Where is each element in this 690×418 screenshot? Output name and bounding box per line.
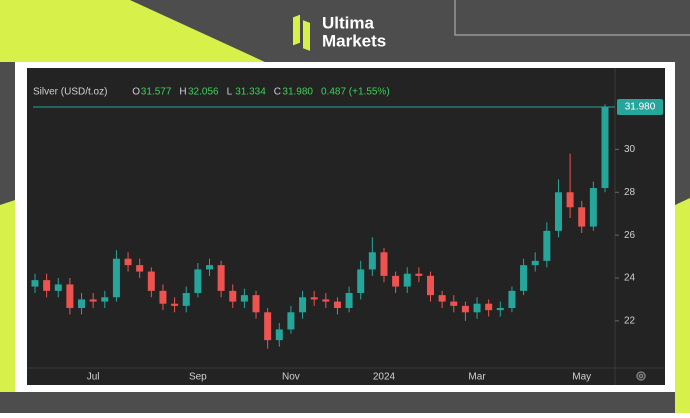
candle-body: [403, 273, 411, 287]
logo-text: Markets: [322, 31, 386, 50]
candle-body: [322, 299, 330, 302]
candle-body: [136, 265, 144, 272]
candle-body: [299, 297, 307, 313]
accent-shape: [0, 200, 15, 392]
candle-body: [287, 312, 295, 330]
logo: Ultima Markets: [293, 13, 386, 51]
x-tick-label: Mar: [468, 372, 486, 383]
candle-body: [217, 265, 225, 291]
candle-body: [66, 284, 74, 308]
candle-body: [43, 280, 51, 291]
chart-header: Silver (USD/t.oz) O 31.577 H 32.056 L 31.334 C 3…: [33, 87, 390, 98]
candle-body: [520, 265, 528, 291]
candle-body: [578, 207, 586, 227]
candle-body: [392, 275, 400, 287]
candle-body: [566, 192, 574, 208]
candle-body: [112, 258, 120, 298]
candle-body: [89, 299, 97, 302]
candle-body: [427, 275, 435, 296]
accent-line: [454, 0, 690, 36]
candle-body: [264, 312, 272, 341]
settings-icon-hub[interactable]: [638, 373, 644, 379]
ohlc-value: 31.577: [141, 87, 172, 98]
ohlc-value: 31.980: [282, 87, 313, 98]
candle-body: [531, 260, 539, 266]
accent-shape: [675, 198, 690, 413]
candle-body: [450, 301, 458, 306]
y-tick-label: 28: [624, 187, 636, 198]
candle-body: [275, 329, 283, 341]
y-tick-label: 22: [624, 315, 636, 326]
candle-body: [31, 280, 39, 287]
y-tick-label: 24: [624, 273, 636, 284]
x-tick-label: May: [572, 372, 591, 383]
candle-body: [508, 290, 516, 308]
ohlc-key: C: [274, 87, 281, 98]
candle-body: [415, 273, 423, 276]
settings-icon-ring[interactable]: [636, 371, 646, 381]
candle-body: [357, 269, 365, 293]
candle-body: [205, 265, 213, 270]
logo-text: Ultima: [322, 13, 375, 32]
chart-area: [27, 68, 665, 385]
logo-mark: [303, 20, 310, 51]
x-tick-label: Jul: [87, 372, 100, 383]
candle-body: [543, 230, 551, 261]
candle-body: [182, 293, 190, 306]
ohlc-value: 31.334: [235, 87, 266, 98]
x-tick-label: Sep: [189, 372, 207, 383]
y-tick-label: 30: [624, 144, 636, 155]
last-price-label: 31.980: [625, 102, 656, 113]
candle-body: [310, 297, 318, 300]
candle-body: [473, 303, 481, 313]
ohlc-value: 32.056: [188, 87, 219, 98]
last-price-tag: [617, 99, 663, 115]
candle-body: [229, 290, 237, 302]
y-tick-label: 26: [624, 230, 636, 241]
candle-body: [368, 252, 376, 270]
logo-mark: [293, 14, 300, 46]
candle-body: [333, 301, 341, 308]
x-tick-label: 2024: [373, 372, 396, 383]
ohlc-key: L: [227, 87, 233, 98]
candle-body: [252, 295, 260, 313]
candle-body: [101, 297, 109, 302]
candle-body: [240, 295, 248, 302]
candle-body: [601, 107, 609, 188]
candle-body: [54, 284, 62, 291]
ohlc-key: O: [132, 87, 140, 98]
ohlc-key: H: [179, 87, 186, 98]
candle-body: [554, 192, 562, 231]
change-label: 0.487 (+1.55%): [321, 87, 390, 98]
candle-body: [194, 269, 202, 293]
candle-body: [438, 295, 446, 302]
candle-body: [496, 308, 504, 311]
candle-body: [461, 305, 469, 313]
accent-shape: [0, 0, 265, 62]
x-tick-label: Nov: [282, 372, 300, 383]
candle-body: [159, 290, 167, 304]
candle-body: [380, 252, 388, 276]
chart-title: Silver (USD/t.oz): [33, 87, 107, 98]
candle-body: [589, 188, 597, 227]
candle-body: [345, 293, 353, 308]
candle-body: [124, 258, 132, 266]
candle-body: [147, 271, 155, 291]
candle-body: [171, 303, 179, 306]
settings-icon[interactable]: [636, 371, 646, 381]
candle-body: [485, 303, 493, 311]
candle-body: [78, 299, 86, 308]
